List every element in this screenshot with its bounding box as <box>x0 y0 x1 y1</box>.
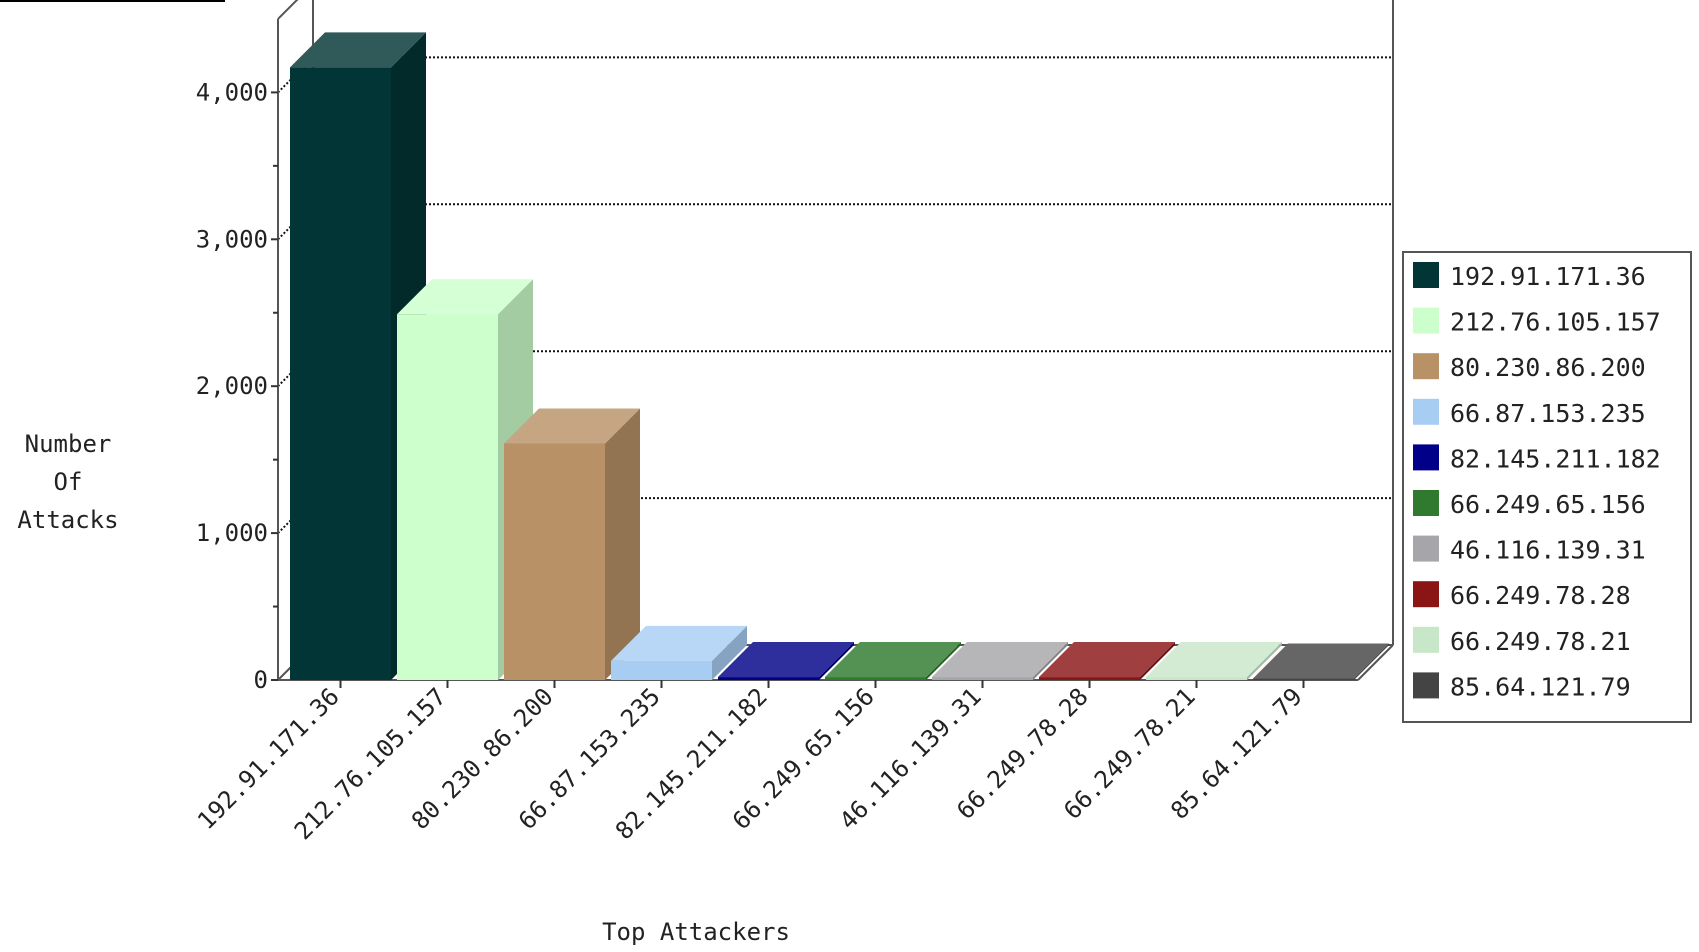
legend-swatch <box>1413 672 1439 699</box>
legend-label: 46.116.139.31 <box>1450 536 1646 565</box>
legend-swatch <box>1413 262 1439 288</box>
y-tick-label: 4,000 <box>196 78 268 106</box>
legend-label: 80.230.86.200 <box>1450 353 1646 382</box>
legend-label: 66.87.153.235 <box>1450 399 1646 428</box>
legend-swatch <box>1413 353 1439 380</box>
legend-box <box>1402 251 1692 723</box>
y-tick-label: 0 <box>254 666 268 694</box>
legend-swatch <box>1413 398 1439 425</box>
bar <box>825 642 961 680</box>
frame-edge <box>1357 644 1394 681</box>
x-axis: 192.91.171.36212.76.105.15780.230.86.200… <box>192 680 1308 845</box>
x-axis-title: Top Attackers <box>602 918 790 946</box>
legend-label: 66.249.78.28 <box>1450 581 1631 610</box>
y-axis: 0 1,000 2,000 3,000 4,000 <box>196 78 278 694</box>
legend-swatch <box>1413 490 1439 516</box>
legend-label: 85.64.121.79 <box>1450 672 1631 701</box>
bar <box>1039 642 1175 680</box>
y-tick-label: 1,000 <box>196 519 268 547</box>
legend-swatch <box>1413 535 1439 562</box>
legend-label: 212.76.105.157 <box>1450 308 1661 337</box>
y-axis-label-line-3: Attacks <box>17 506 118 534</box>
bars <box>290 32 1389 680</box>
legend-label: 66.249.78.21 <box>1450 627 1631 656</box>
legend-label: 66.249.65.156 <box>1450 490 1646 519</box>
legend-swatch <box>1413 307 1439 334</box>
y-tick-label: 2,000 <box>196 372 268 400</box>
legend-swatch <box>1413 444 1439 471</box>
bar <box>1253 643 1389 680</box>
frame-edge <box>277 0 299 20</box>
bar <box>504 408 640 680</box>
y-axis-label-line-2: Of <box>54 468 83 496</box>
y-axis-label-line-1: Number <box>25 430 112 458</box>
legend-swatch <box>1413 626 1439 653</box>
bar <box>1146 642 1282 680</box>
legend-swatch <box>1413 581 1439 608</box>
y-tick-label: 3,000 <box>196 225 268 253</box>
legend-label: 82.145.211.182 <box>1450 444 1661 473</box>
bar <box>718 642 854 680</box>
bar <box>932 642 1068 680</box>
legend-label: 192.91.171.36 <box>1450 262 1646 291</box>
legend: 192.91.171.36 212.76.105.157 80.230.86.200… <box>1402 251 1692 723</box>
bar <box>611 625 747 680</box>
